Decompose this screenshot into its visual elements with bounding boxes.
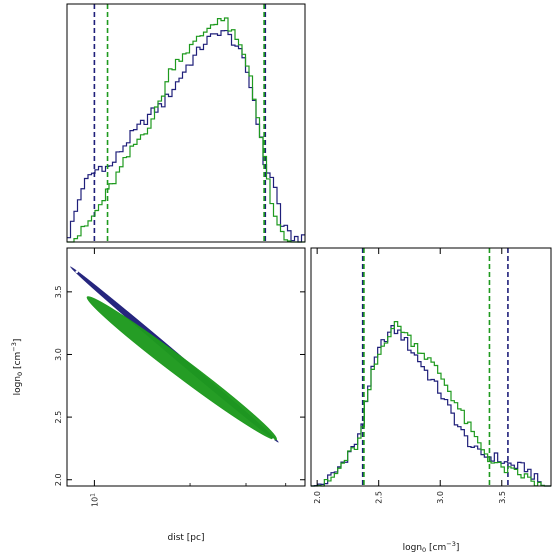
histogram-series-1 bbox=[311, 325, 551, 487]
scatter-y-axis-label: logn0 [cm−3] bbox=[10, 339, 24, 396]
scatter-highlight-point bbox=[75, 270, 79, 274]
x-tick-label: 2.0 bbox=[313, 491, 322, 504]
x-tick-label: 101 bbox=[89, 493, 99, 507]
y-tick-label: 2.0 bbox=[54, 473, 63, 486]
y-tick-label: 2.5 bbox=[54, 411, 63, 424]
y-tick-label: 3.0 bbox=[54, 348, 63, 361]
x-tick-label: 3.0 bbox=[436, 491, 445, 504]
logn0-histogram-panel: 2.0 2.5 3.0 3.5 logn0 [cm−3] bbox=[310, 247, 552, 554]
scatter-frame bbox=[66, 247, 306, 487]
logn0-x-axis-label: logn0 [cm−3] bbox=[403, 540, 460, 554]
histogram-series-2 bbox=[67, 17, 305, 243]
dist-logn0-scatter-panel: 2.0 2.5 3.0 3.5 101 dist [pc] logn0 [cm−3] bbox=[10, 247, 306, 543]
x-tick-label: 3.5 bbox=[498, 491, 507, 504]
logn0-histogram-frame bbox=[310, 247, 552, 487]
histogram-series-1 bbox=[67, 29, 305, 243]
scatter-x-axis-label: dist [pc] bbox=[168, 533, 205, 543]
x-tick-label: 2.5 bbox=[375, 491, 384, 504]
dist-histogram-frame bbox=[66, 3, 306, 243]
posterior-region-2 bbox=[86, 296, 278, 441]
histogram-series-2 bbox=[311, 320, 551, 487]
dist-histogram-panel bbox=[66, 3, 306, 243]
scatter-highlight-point bbox=[271, 438, 275, 441]
y-tick-label: 3.5 bbox=[54, 285, 63, 298]
